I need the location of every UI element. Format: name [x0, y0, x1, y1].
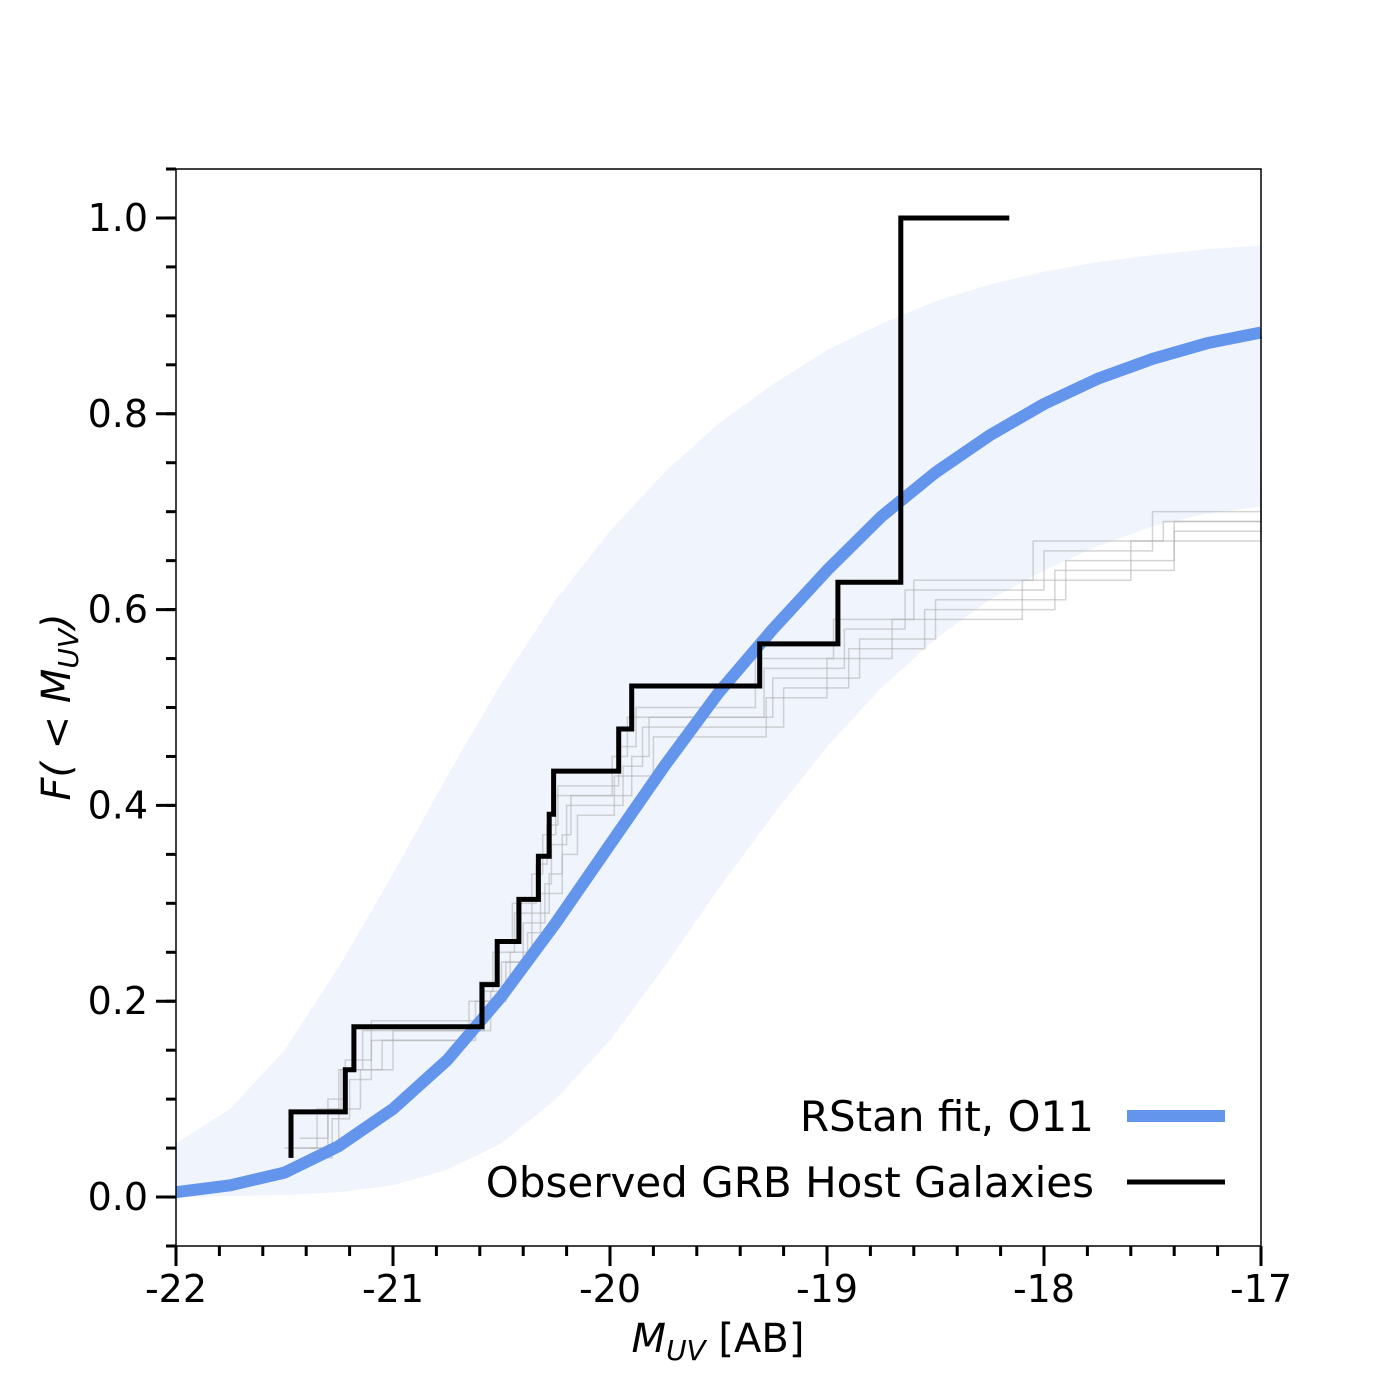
x-tick-label: -22 — [145, 1267, 207, 1311]
plot-area — [175, 215, 1263, 1199]
x-tick-label: -18 — [1013, 1267, 1075, 1311]
y-tick-label: 0.6 — [88, 588, 148, 632]
y-tick-label: 1.0 — [88, 196, 148, 240]
legend-label-fit: RStan fit, O11 — [800, 1092, 1094, 1141]
gray-realization-0 — [295, 501, 1262, 1149]
y-tick-label: 0.8 — [88, 392, 148, 436]
x-axis-label-main: M — [632, 1316, 667, 1362]
y-tick-label: 0.4 — [88, 783, 148, 827]
gray-realization-4 — [310, 438, 1262, 1149]
y-axis-label-suffix: ) — [34, 613, 80, 632]
y-axis-label: F( < MUV) — [34, 613, 85, 800]
observed-step-curve — [288, 215, 1010, 1158]
x-axis-label: MUV [AB] — [632, 1316, 805, 1367]
y-tick-label: 0.0 — [88, 1175, 148, 1219]
legend: RStan fit, O11 Observed GRB Host Galaxie… — [486, 1092, 1225, 1207]
gray-realizations — [284, 438, 1262, 1159]
y-axis-label-prefix: F( < M — [34, 669, 80, 801]
y-axis: 0.0 0.2 0.4 0.6 0.8 1.0 — [88, 167, 176, 1248]
gray-realization-3 — [299, 472, 1262, 1140]
legend-label-observed: Observed GRB Host Galaxies — [486, 1158, 1094, 1207]
fit-curve — [175, 326, 1263, 1199]
x-tick-label: -20 — [579, 1267, 641, 1311]
x-tick-label: -17 — [1230, 1267, 1292, 1311]
x-tick-label: -21 — [362, 1267, 424, 1311]
x-axis: -22 -21 -20 -19 -18 -17 — [145, 1246, 1292, 1311]
x-axis-label-suffix: [AB] — [706, 1316, 805, 1362]
y-axis-label-sub: UV — [52, 627, 85, 668]
x-tick-label: -19 — [796, 1267, 858, 1311]
y-tick-label: 0.2 — [88, 979, 148, 1023]
uncertainty-band — [176, 245, 1261, 1197]
x-axis-label-sub: UV — [666, 1334, 707, 1367]
